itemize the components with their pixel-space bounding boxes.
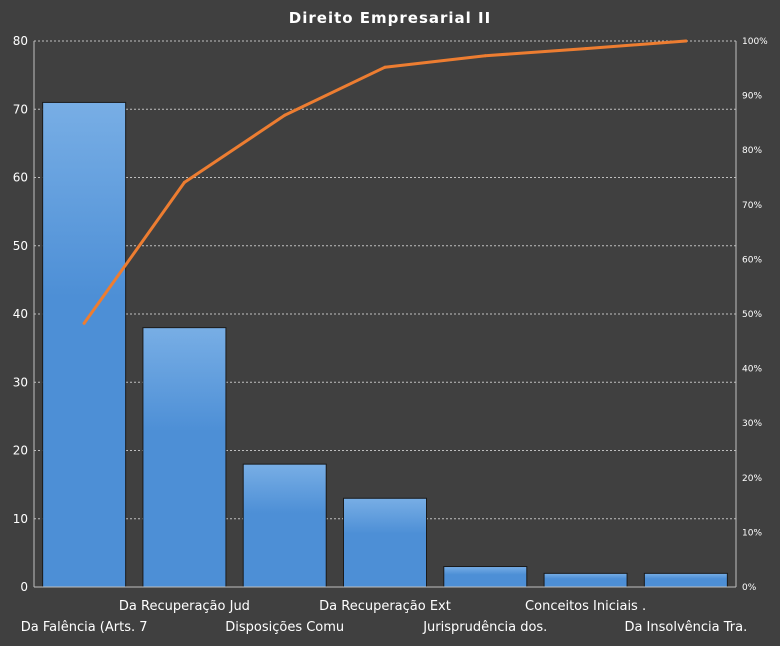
cumulative-line-path <box>82 39 688 325</box>
line-point <box>483 54 487 58</box>
y-tick-label: 60 <box>13 171 28 185</box>
y2-tick-label: 60% <box>742 255 762 265</box>
bar <box>142 327 227 588</box>
line-point <box>82 321 86 325</box>
line-point <box>383 65 387 69</box>
cumulative-line <box>82 39 688 325</box>
bar <box>543 572 628 588</box>
y2-tick-label: 80% <box>742 146 762 156</box>
line-point <box>684 39 688 43</box>
y-tick-label: 70 <box>13 102 28 116</box>
y2-tick-label: 10% <box>742 528 762 538</box>
x-tick-label: Da Insolvência Tra. <box>624 620 747 635</box>
grid-lines <box>34 40 736 520</box>
y2-tick-label: 50% <box>742 310 762 320</box>
y2-tick-label: 20% <box>742 474 762 484</box>
y-tick-label: 50 <box>13 239 28 253</box>
x-tick-label: Da Falência (Arts. 7 <box>21 620 148 635</box>
x-tick-label: Jurisprudência dos. <box>422 620 547 635</box>
y2-tick-label: 30% <box>742 419 762 429</box>
bar <box>343 497 427 588</box>
y2-tick-label: 40% <box>742 365 762 375</box>
bar <box>242 463 327 588</box>
x-tick-label: Conceitos Iniciais . <box>525 599 646 614</box>
y-tick-label: 10 <box>13 512 28 526</box>
x-tick-label: Disposições Comu <box>225 620 344 635</box>
chart-title: Direito Empresarial II <box>289 9 491 27</box>
bar <box>443 566 528 588</box>
line-point <box>182 180 186 184</box>
y-tick-label: 0 <box>20 580 28 594</box>
y-tick-label: 40 <box>13 307 28 321</box>
x-tick-label: Da Recuperação Ext <box>319 599 451 614</box>
x-tick-label: Da Recuperação Jud <box>119 599 250 614</box>
y-tick-label: 30 <box>13 375 28 389</box>
bar <box>643 572 728 588</box>
y-tick-label: 20 <box>13 444 28 458</box>
axes: 0 10 20 30 40 50 60 70 80 0% 10% 20% 30% 40% 50% 60% 70%… <box>13 34 768 635</box>
y-tick-label: 80 <box>13 34 28 48</box>
line-point <box>283 113 287 117</box>
y2-tick-label: 100% <box>742 37 768 47</box>
y2-tick-label: 90% <box>742 92 762 102</box>
bar <box>42 101 127 588</box>
y2-tick-label: 0% <box>742 583 757 593</box>
y2-tick-label: 70% <box>742 201 762 211</box>
line-point <box>584 47 588 51</box>
bars <box>42 101 728 588</box>
